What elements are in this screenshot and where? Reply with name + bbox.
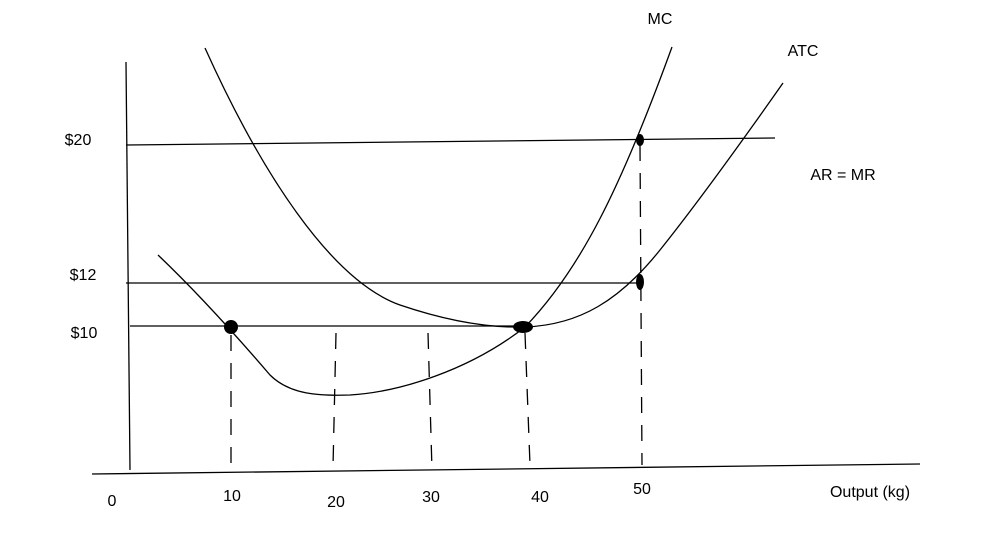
price-line-20: [125, 137, 776, 146]
point: [224, 320, 238, 334]
y-axis: [125, 61, 131, 471]
x-label: 10: [223, 488, 241, 505]
x-label: 0: [108, 493, 117, 510]
y-label: $10: [71, 325, 98, 342]
dashed-line: [427, 332, 433, 471]
x-label: 30: [422, 489, 440, 506]
y-label: $12: [70, 267, 97, 284]
mc-curve: [157, 46, 673, 396]
curve-label: MC: [648, 11, 673, 28]
point: [513, 321, 533, 333]
x-axis-title: Output (kg): [830, 484, 910, 501]
curve-label: ATC: [788, 43, 819, 60]
x-label: 50: [633, 481, 651, 498]
point: [636, 274, 644, 290]
x-label: 40: [531, 489, 549, 506]
x-label: 20: [327, 494, 345, 511]
x-axis: [91, 463, 921, 475]
y-label: $20: [65, 132, 92, 149]
curve-label: AR = MR: [810, 167, 875, 184]
dashed-line: [639, 144, 643, 466]
atc-curve: [204, 47, 784, 328]
dashed-line: [332, 332, 337, 468]
point: [636, 134, 644, 146]
dashed-line: [524, 332, 531, 466]
